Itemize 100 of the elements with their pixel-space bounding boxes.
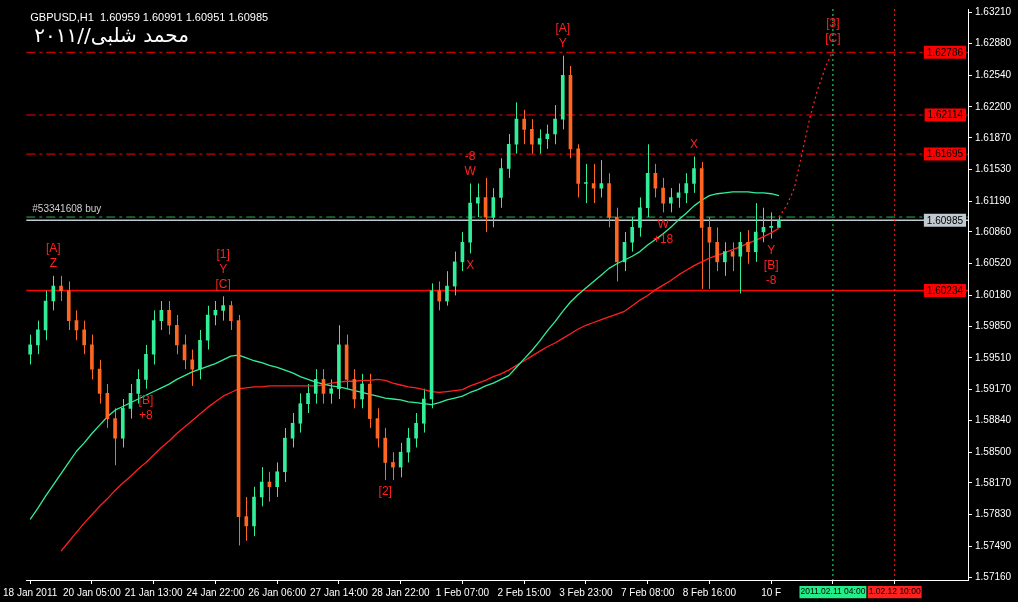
y-tick-label: 1.63210 (975, 6, 1012, 18)
candlestick (522, 109, 526, 145)
annotation: Y (219, 261, 228, 276)
candlestick (753, 202, 758, 263)
annotation: محمد شلبى//٢٠١١ (34, 23, 189, 48)
candlestick (167, 300, 171, 336)
x-tick-label: 2 Feb 15:00 (497, 586, 552, 598)
annotation: [B] (763, 257, 779, 272)
candlestick (476, 182, 480, 218)
candlestick (59, 275, 63, 302)
ref-line-label: 1.61695 (926, 148, 964, 160)
x-tick-label: 2011.02.11 04:00 (800, 586, 866, 597)
candlestick (537, 128, 542, 155)
annotation: W (657, 216, 670, 231)
x-tick-label: 3 Feb 23:00 (559, 586, 614, 598)
ref-line-label: 1.62786 (926, 46, 964, 58)
annotation: [1] (216, 246, 230, 261)
candlestick (391, 451, 395, 481)
candlestick (360, 373, 364, 409)
candlestick (730, 241, 735, 272)
candlestick (113, 407, 117, 466)
candlestick (174, 314, 179, 355)
y-tick-label: 1.60180 (975, 289, 1012, 301)
annotation: Y (767, 242, 776, 257)
candlestick (229, 300, 233, 331)
y-tick-label: 1.61530 (975, 163, 1012, 175)
x-tick-label: 1.02.12 10:00 (868, 586, 921, 597)
x-tick-label: 26 Jan 06:00 (248, 586, 307, 598)
candlestick (221, 295, 225, 322)
y-tick-label: 1.58500 (975, 445, 1012, 457)
x-tick-label: 27 Jan 14:00 (310, 586, 369, 598)
candlestick (723, 241, 727, 277)
candlestick (190, 349, 195, 387)
candlestick (530, 118, 534, 155)
x-tick-label: 28 Jan 22:00 (371, 586, 431, 598)
annotation: W (464, 163, 477, 178)
candlestick (738, 231, 743, 295)
candlestick (313, 368, 318, 405)
y-tick-label: 1.59510 (975, 351, 1012, 363)
chart-title: GBPUSD,H1 1.60959 1.60991 1.60951 1.60985 (30, 10, 269, 23)
ref-line-label: 1.62114 (927, 109, 964, 121)
candlestick (36, 320, 40, 355)
x-tick-label: 20 Jan 05:00 (63, 586, 122, 598)
candlestick (28, 334, 32, 365)
candlestick (136, 368, 141, 405)
annotation: [A] (555, 20, 571, 35)
ref-line-label: 1.60985 (926, 214, 964, 226)
candlestick (82, 320, 87, 355)
annotation: Y (558, 35, 567, 50)
x-tick-label: 7 Feb 08:00 (620, 586, 675, 598)
annotation: [3] (826, 16, 840, 31)
candlestick (244, 496, 249, 542)
annotation: X (466, 257, 475, 272)
y-tick-label: 1.58840 (975, 414, 1012, 426)
y-tick-label: 1.59170 (975, 383, 1012, 395)
candlestick (746, 229, 750, 265)
x-tick-label: 24 Jan 22:00 (186, 586, 245, 598)
y-tick-label: 1.58170 (975, 476, 1012, 488)
annotation: X (689, 136, 698, 151)
candlestick (51, 275, 56, 311)
y-tick-label: 1.61870 (975, 131, 1012, 143)
candlestick (275, 461, 279, 498)
y-tick-label: 1.62200 (975, 100, 1012, 112)
y-tick-label: 1.60520 (975, 257, 1012, 269)
candlestick (259, 466, 264, 507)
candlestick (584, 163, 588, 204)
annotation: [A] (45, 241, 61, 256)
candlestick (298, 392, 303, 434)
x-tick-label: 10 F (761, 586, 782, 598)
candlestick (769, 211, 773, 240)
annotation: [2] (378, 484, 392, 499)
y-tick-label: 1.62880 (975, 37, 1012, 49)
candlestick (445, 270, 449, 307)
y-tick-label: 1.57490 (975, 540, 1012, 552)
y-tick-label: 1.62540 (975, 68, 1012, 80)
candlestick (329, 378, 334, 405)
candlestick (545, 124, 550, 150)
candlestick (669, 187, 673, 213)
candlestick (692, 155, 696, 194)
candlestick (661, 177, 665, 213)
candlestick (306, 383, 310, 414)
annotation: [C] (825, 31, 841, 46)
y-tick-label: 1.60860 (975, 225, 1012, 237)
annotation: +8 (139, 408, 154, 423)
ref-line-label: 1.60234 (926, 284, 964, 296)
line-series (778, 50, 834, 218)
y-tick-label: 1.61190 (975, 194, 1011, 206)
annotation: [B] (138, 393, 154, 408)
y-tick-label: 1.59850 (975, 319, 1012, 331)
x-tick-label: 18 Jan 2011 (3, 586, 58, 598)
annotation: Z (49, 256, 57, 271)
candlestick (684, 172, 689, 204)
candlestick (715, 226, 719, 272)
ref-line-label: #53341608 buy (32, 202, 102, 214)
candlestick (630, 216, 635, 253)
x-tick-label: 21 Jan 13:00 (124, 586, 184, 598)
candlestick (676, 182, 681, 209)
y-tick-label: 1.57160 (975, 570, 1012, 582)
candlestick (491, 187, 496, 228)
candlestick (553, 104, 557, 145)
